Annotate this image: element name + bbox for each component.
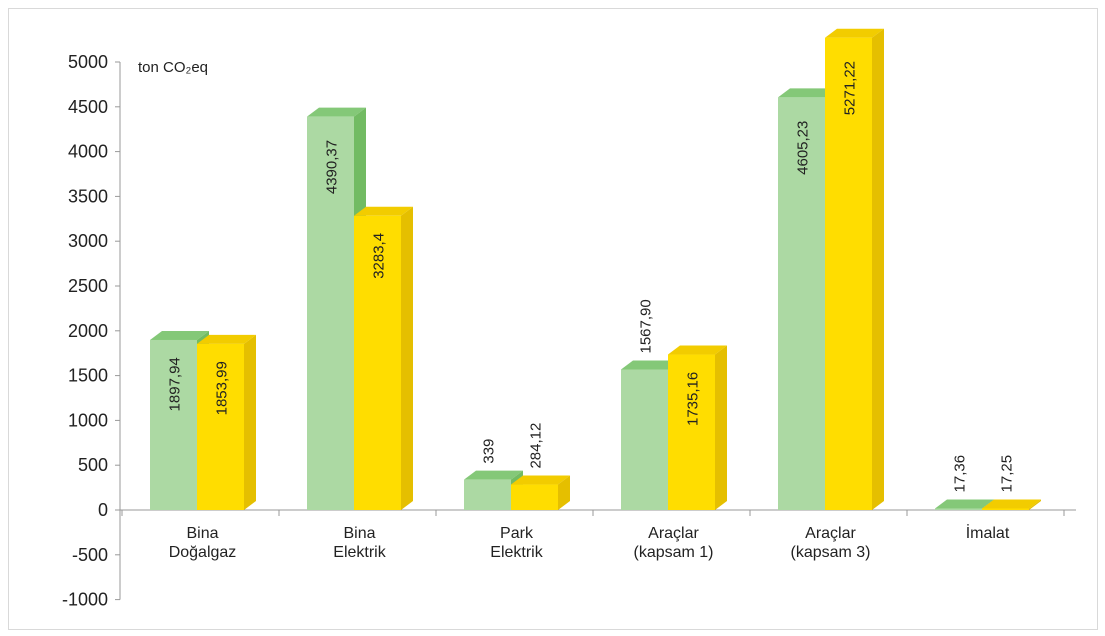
x-category-label: İmalat <box>966 523 1010 542</box>
chart-frame <box>8 8 1098 630</box>
bar-side-face <box>558 475 570 510</box>
chart-data-labels: 1897,94 1853,99 4390,37 3283,4 339 284,12 1567… <box>167 61 1016 492</box>
bar <box>307 116 354 510</box>
bar-data-label: 17,25 <box>999 455 1016 493</box>
bar-data-label: 4605,23 <box>795 121 812 175</box>
x-category-label: (kapsam 3) <box>790 544 870 561</box>
x-category-label: (kapsam 1) <box>633 544 713 561</box>
bar-data-label: 1567,90 <box>638 299 655 353</box>
y-tick-label: 2000 <box>68 321 108 341</box>
x-category-label: Bina <box>186 525 218 542</box>
y-tick-label: -500 <box>72 545 108 565</box>
y-tick-label: 4000 <box>68 142 108 162</box>
bar-side-face <box>401 206 413 510</box>
bar <box>511 484 558 510</box>
bar-data-label: 5271,22 <box>842 61 859 115</box>
bar-data-label: 1897,94 <box>167 357 184 411</box>
bar-top-face <box>935 499 994 509</box>
bar <box>935 508 982 510</box>
bar <box>825 37 872 510</box>
x-category-label: Doğalgaz <box>169 544 237 561</box>
bar-top-face <box>197 334 256 344</box>
bar <box>982 508 1029 510</box>
bar-top-face <box>511 475 570 485</box>
y-tick-label: 4500 <box>68 97 108 117</box>
y-tick-label: 500 <box>78 455 108 475</box>
bar-data-label: 4390,37 <box>324 140 341 194</box>
y-tick-label: 5000 <box>68 52 108 72</box>
x-category-label: Bina <box>343 525 375 542</box>
bar <box>464 479 511 510</box>
bar <box>197 343 244 510</box>
bar <box>778 97 825 510</box>
bar-data-label: 284,12 <box>528 423 545 469</box>
y-tick-label: 0 <box>98 500 108 520</box>
bar <box>150 339 197 510</box>
bar <box>621 369 668 510</box>
bar-top-face <box>150 330 209 340</box>
x-category-label: Araçlar <box>805 525 856 542</box>
bar <box>354 215 401 510</box>
y-tick-label: 3500 <box>68 186 108 206</box>
x-category-label: Park <box>500 525 534 542</box>
y-tick-label: 1000 <box>68 410 108 430</box>
chart-bars <box>150 28 1041 510</box>
x-category-label: Elektrik <box>490 544 543 561</box>
bar-top-face <box>668 345 727 355</box>
bar-top-face <box>825 28 884 38</box>
x-category-label: Araçlar <box>648 525 699 542</box>
bar-top-face <box>307 107 366 117</box>
bar-data-label: 3283,4 <box>371 233 388 279</box>
y-tick-label: -1000 <box>62 590 108 610</box>
y-tick-label: 2500 <box>68 276 108 296</box>
bar-data-label: 1735,16 <box>685 372 702 426</box>
bar-top-face <box>354 206 413 216</box>
bar-side-face <box>1029 499 1041 510</box>
bar-top-face <box>778 88 837 98</box>
y-tick-label: 3000 <box>68 231 108 251</box>
bar-data-label: 1853,99 <box>214 361 231 415</box>
bar-top-face <box>982 499 1041 509</box>
bar-side-face <box>872 28 884 510</box>
bar-data-label: 339 <box>481 439 498 464</box>
bar-top-face <box>464 470 523 480</box>
chart-axes: 5000450040003500300025002000150010005000… <box>62 52 1076 610</box>
x-category-label: Elektrik <box>333 544 386 561</box>
bar-side-face <box>244 334 256 510</box>
bar <box>668 354 715 510</box>
unit-label: ton CO₂eq <box>138 59 208 76</box>
bar-data-label: 17,36 <box>952 455 969 493</box>
y-tick-label: 1500 <box>68 366 108 386</box>
bar-side-face <box>715 345 727 510</box>
bar-top-face <box>621 360 680 370</box>
